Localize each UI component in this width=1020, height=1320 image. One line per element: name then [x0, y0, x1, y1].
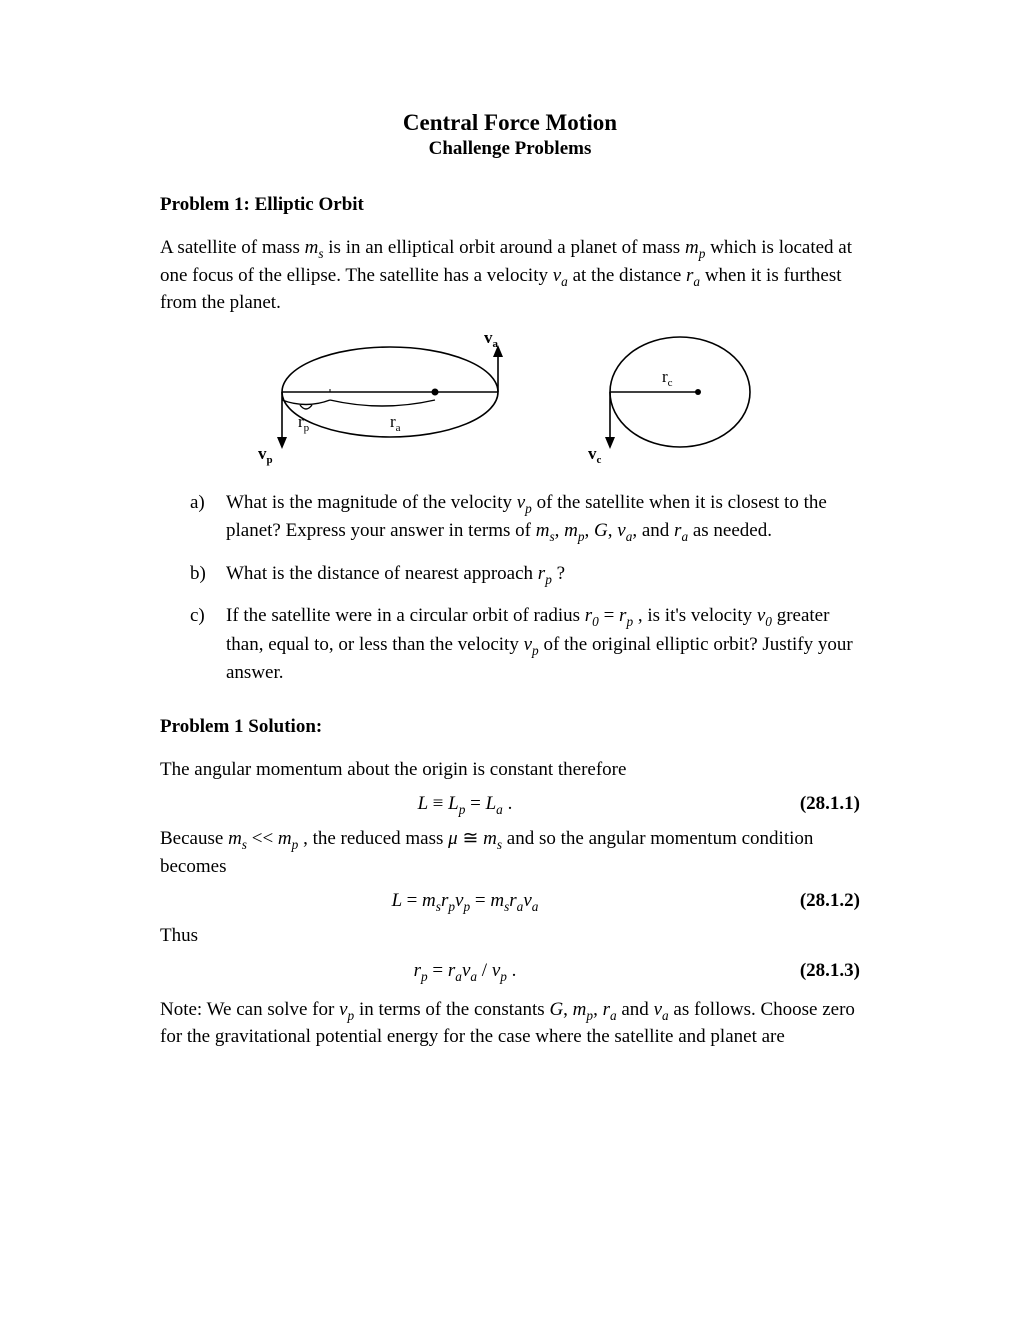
eq-number: (28.1.2)	[770, 890, 860, 912]
solution-p1: The angular momentum about the origin is…	[160, 756, 860, 784]
problem-statement: A satellite of mass ms is in an elliptic…	[160, 234, 860, 317]
sym-ra: ra	[686, 265, 700, 286]
eq-body: L ≡ Lp = La .	[160, 793, 770, 815]
item-body: What is the distance of nearest approach…	[226, 560, 860, 589]
circle-diagram: rc vc	[570, 327, 770, 467]
solution-p2: Because ms << mp , the reduced mass μ ≅ …	[160, 825, 860, 880]
marker: c)	[190, 602, 212, 688]
item-b: b) What is the distance of nearest appro…	[190, 560, 860, 589]
item-body: What is the magnitude of the velocity vp…	[226, 489, 860, 546]
solution-heading: Problem 1 Solution:	[160, 716, 860, 738]
svg-text:vc: vc	[588, 444, 602, 466]
ellipse-diagram: va vp rp ra	[250, 327, 510, 467]
sym-mp: mp	[685, 237, 705, 258]
marker: b)	[190, 560, 212, 589]
item-a: a) What is the magnitude of the velocity…	[190, 489, 860, 546]
eq-number: (28.1.3)	[770, 960, 860, 982]
equation-1: L ≡ Lp = La . (28.1.1)	[160, 793, 860, 815]
item-c: c) If the satellite were in a circular o…	[190, 602, 860, 688]
item-body: If the satellite were in a circular orbi…	[226, 602, 860, 688]
question-list: a) What is the magnitude of the velocity…	[190, 489, 860, 688]
doc-title: Central Force Motion	[160, 110, 860, 136]
svg-text:va: va	[484, 328, 499, 350]
note-para: Note: We can solve for vp in terms of th…	[160, 996, 860, 1051]
sym-ms: ms	[305, 237, 324, 258]
svg-text:vp: vp	[258, 444, 273, 466]
eq-body: rp = rava / vp .	[160, 960, 770, 982]
text: is in an elliptical orbit around a plane…	[328, 237, 685, 258]
thus: Thus	[160, 922, 860, 950]
equation-3: rp = rava / vp . (28.1.3)	[160, 960, 860, 982]
equation-2: L = msrpvp = msrava (28.1.2)	[160, 890, 860, 912]
problem-heading: Problem 1: Elliptic Orbit	[160, 194, 860, 216]
eq-body: L = msrpvp = msrava	[160, 890, 770, 912]
page: Central Force Motion Challenge Problems …	[0, 0, 1020, 1320]
marker: a)	[190, 489, 212, 546]
sym-va: va	[553, 265, 568, 286]
text: at the distance	[573, 265, 686, 286]
doc-subtitle: Challenge Problems	[160, 138, 860, 160]
text: A satellite of mass	[160, 237, 305, 258]
eq-number: (28.1.1)	[770, 793, 860, 815]
figure-row: va vp rp ra rc vc	[160, 327, 860, 467]
